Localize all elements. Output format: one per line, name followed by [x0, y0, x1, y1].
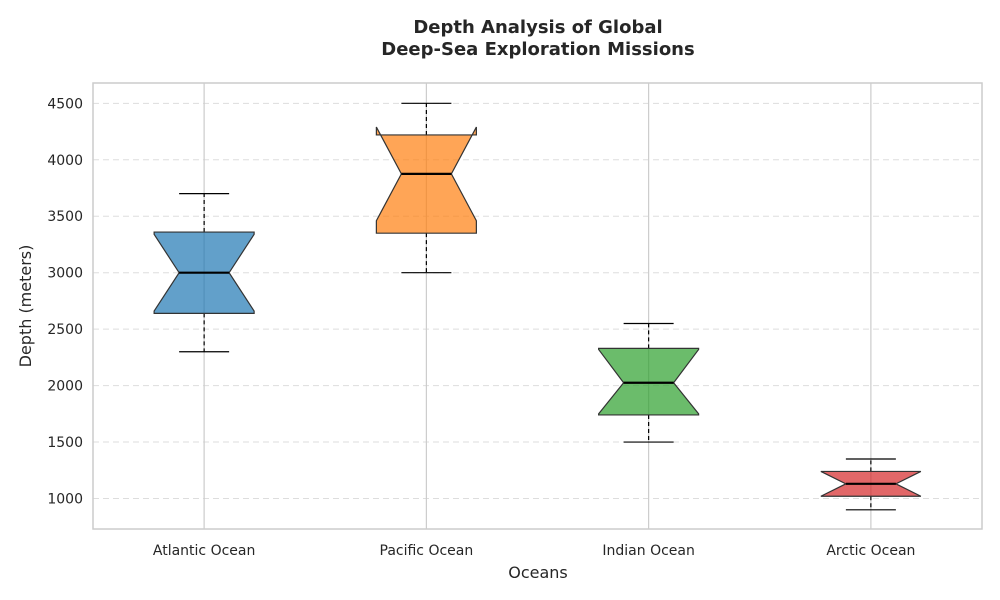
chart-title-line-2: Deep-Sea Exploration Missions	[381, 39, 694, 60]
box-pacific-ocean	[375, 102, 477, 274]
y-tick-label-4500: 4500	[47, 96, 83, 112]
y-tick-label-1000: 1000	[47, 492, 83, 508]
x-tick-label-indian-ocean: Indian Ocean	[602, 543, 694, 559]
y-tick-label-3000: 3000	[47, 266, 83, 282]
y-tick-label-4000: 4000	[47, 153, 83, 169]
plot-area-border	[92, 82, 983, 530]
y-tick-label-1500: 1500	[47, 435, 83, 451]
y-tick-label-2500: 2500	[47, 322, 83, 338]
box-atlantic-ocean	[153, 193, 255, 353]
box-body-pacific-ocean	[375, 126, 477, 234]
y-axis-label: Depth (meters)	[16, 245, 35, 368]
box-series	[153, 102, 922, 511]
grid-lines	[93, 83, 982, 529]
box-arctic-ocean	[820, 458, 922, 511]
box-indian-ocean	[598, 322, 700, 443]
chart-title-line-1: Depth Analysis of Global	[413, 17, 662, 38]
x-axis-ticks: Atlantic Ocean Pacific Ocean Indian Ocean A…	[153, 543, 916, 559]
y-tick-label-2000: 2000	[47, 379, 83, 395]
x-tick-label-arctic-ocean: Arctic Ocean	[826, 543, 915, 559]
y-tick-label-3500: 3500	[47, 209, 83, 225]
x-tick-label-atlantic-ocean: Atlantic Ocean	[153, 543, 255, 559]
y-axis-ticks: 1000 1500 2000 2500 3000 3500 4000 4500	[47, 96, 83, 507]
box-body-indian-ocean	[598, 347, 700, 416]
x-axis-label: Oceans	[508, 563, 568, 582]
x-tick-label-pacific-ocean: Pacific Ocean	[380, 543, 474, 559]
